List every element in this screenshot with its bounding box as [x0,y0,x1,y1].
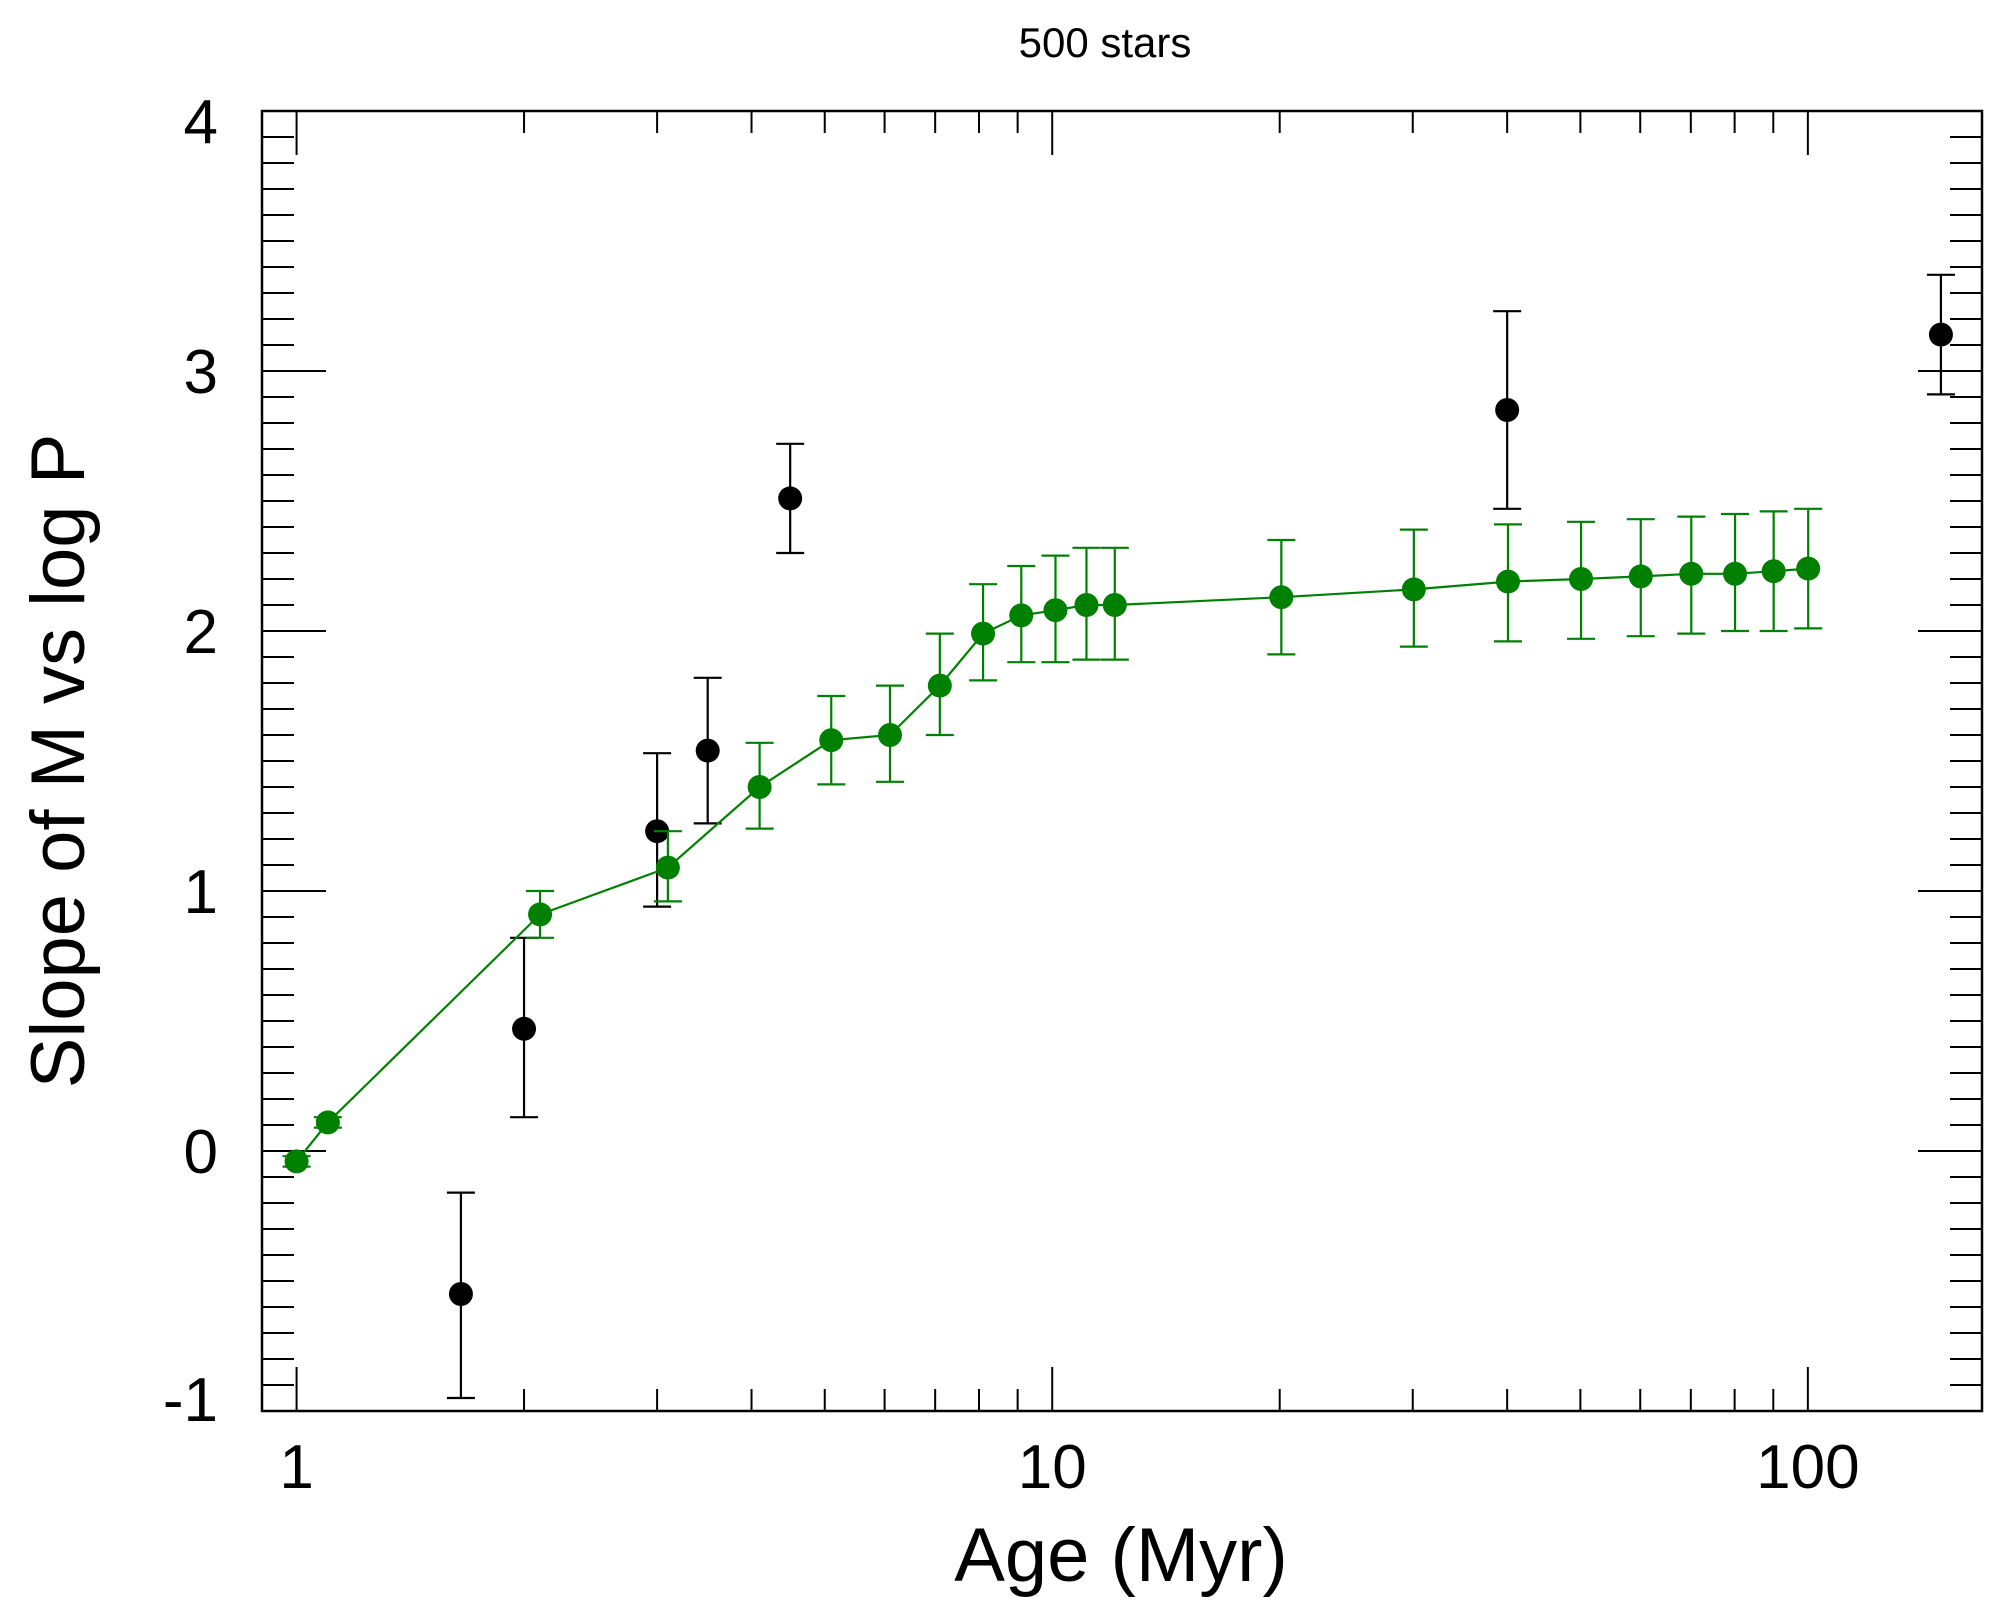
y-tick-label: -1 [163,1366,218,1435]
model-point [1401,577,1426,602]
observed-point [1928,322,1953,347]
observed-point [448,1282,473,1306]
y-tick-label: 4 [184,88,218,157]
x-axis: 1 10 100 [279,111,1860,1502]
model-point [315,1110,340,1135]
model-point [1723,561,1748,586]
plot-series [282,273,1955,1400]
model-point [1043,598,1068,623]
model-series [282,507,1823,1174]
observed-point [695,738,720,763]
model-point [1628,564,1653,589]
observed-point [778,486,803,511]
model-point [284,1149,309,1174]
model-point [1074,593,1099,617]
chart-title: 500 stars [1019,19,1192,66]
y-axis-label: Slope of M vs log P [16,434,101,1089]
plot-frame [260,109,1984,1413]
model-point [927,673,952,698]
y-tick-label: 1 [184,858,218,927]
model-point [1009,603,1034,628]
x-tick-label: 100 [1756,1433,1859,1502]
model-point [878,723,903,747]
model-point [1495,569,1520,594]
x-axis-label: Age (Myr) [954,1513,1288,1598]
model-point [1761,559,1786,584]
y-tick-label: 0 [184,1118,218,1187]
model-point [971,621,996,646]
model-point [1102,593,1127,617]
observed-point [1495,398,1520,422]
model-point [528,902,553,927]
model-point [819,728,844,753]
x-tick-label: 1 [279,1433,313,1502]
y-tick-label: 2 [184,598,218,667]
model-point [747,775,772,799]
y-axis: -1 0 1 2 3 4 [163,88,1982,1435]
y-tick-label: 3 [184,338,218,407]
model-point [655,855,680,880]
model-point [1569,567,1594,591]
model-point [1679,561,1704,586]
observed-point [512,1016,537,1041]
x-tick-label: 10 [1018,1433,1087,1502]
model-line [295,567,1809,1163]
observed-series [446,273,1955,1400]
model-point [1796,556,1821,581]
model-point [1269,585,1294,610]
